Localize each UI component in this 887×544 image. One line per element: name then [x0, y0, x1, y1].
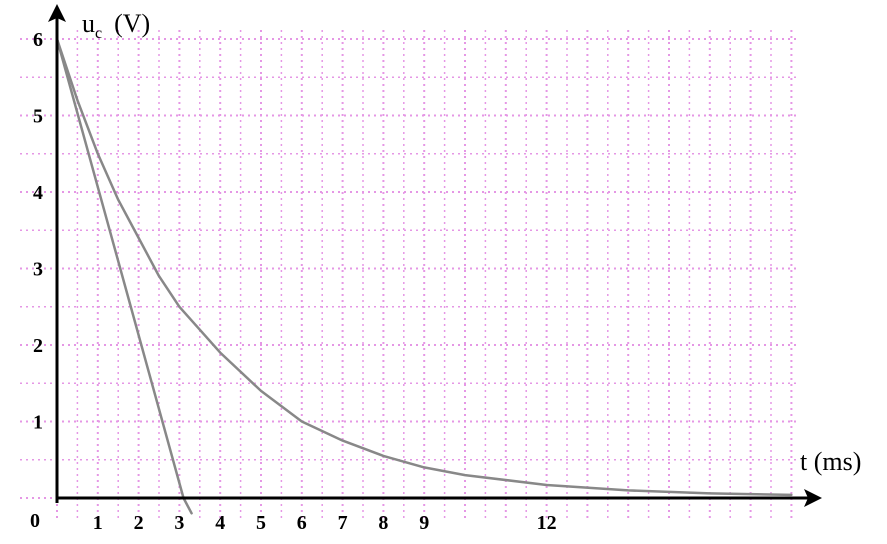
y-tick-label: 5 — [33, 106, 43, 128]
grid — [20, 30, 800, 520]
x-tick-label: 6 — [297, 512, 307, 534]
x-tick-label: 9 — [419, 512, 429, 534]
x-tick-label: 2 — [134, 512, 144, 534]
x-tick-label: 5 — [256, 512, 266, 534]
series-line-exponential-decay — [55, 37, 793, 497]
x-tick-label: 4 — [215, 512, 225, 534]
x-axis-label: t (ms) — [800, 447, 861, 476]
x-tick-label: 12 — [537, 512, 557, 534]
axes — [48, 4, 822, 507]
x-tick-label: 3 — [174, 512, 184, 534]
y-axis-label: uc (V) — [82, 9, 150, 42]
x-tick-label: 7 — [338, 512, 348, 534]
y-tick-label: 1 — [33, 412, 43, 434]
y-tick-label: 6 — [33, 29, 43, 51]
x-axis-arrowhead — [804, 489, 822, 507]
y-axis-arrowhead — [48, 4, 66, 22]
x-tick-label: 8 — [378, 512, 388, 534]
y-tick-label: 2 — [33, 335, 43, 357]
y-tick-label: 3 — [33, 259, 43, 281]
x-tick-label: 1 — [93, 512, 103, 534]
y-tick-label: 4 — [33, 182, 43, 204]
origin-label: 0 — [30, 510, 40, 532]
labels: uc (V) t (ms) 0 — [30, 9, 861, 532]
